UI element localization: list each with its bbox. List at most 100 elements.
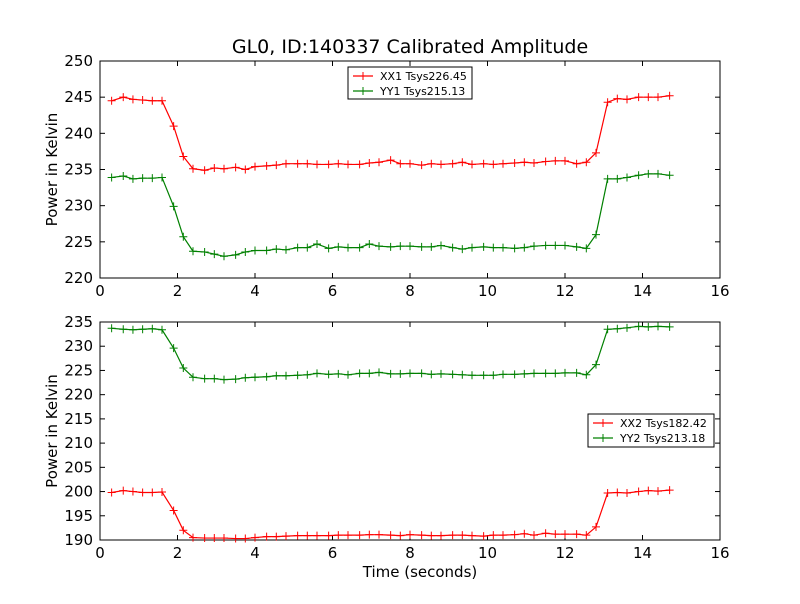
data-point-marker [489, 243, 498, 252]
data-point-marker [293, 159, 302, 168]
data-point-marker [272, 245, 281, 254]
data-point-marker [530, 242, 538, 251]
data-point-marker [572, 530, 581, 539]
data-point-marker [510, 370, 519, 379]
y-tick-label: 200 [64, 483, 93, 501]
data-point-marker [262, 161, 271, 170]
data-point-marker [437, 160, 445, 169]
data-point-marker [148, 96, 157, 105]
data-point-marker [313, 160, 321, 169]
data-point-marker [220, 534, 228, 543]
legend-marker [359, 72, 367, 80]
data-point-marker [541, 241, 550, 250]
data-point-marker [665, 171, 674, 180]
data-point-marker [510, 244, 519, 253]
data-point-marker [262, 532, 271, 541]
x-tick-label: 16 [710, 544, 729, 562]
data-point-marker [158, 96, 166, 105]
data-point-marker [158, 488, 166, 497]
data-point-marker [396, 531, 405, 540]
data-point-marker [592, 230, 600, 239]
data-point-marker [561, 241, 569, 250]
data-point-marker [282, 371, 290, 380]
data-point-marker [499, 370, 507, 379]
data-point-marker [375, 242, 383, 251]
legend-box [587, 413, 715, 448]
x-axis-label: Time (seconds) [362, 563, 478, 581]
data-point-marker [634, 93, 643, 102]
data-point-marker [468, 243, 476, 252]
data-point-marker [386, 369, 395, 378]
data-point-marker [644, 486, 653, 495]
data-point-marker [417, 369, 426, 378]
data-point-marker [448, 531, 457, 540]
data-point-marker [119, 172, 128, 181]
data-point-marker [510, 530, 519, 539]
data-point-marker [293, 371, 302, 380]
data-point-marker [365, 530, 374, 539]
data-point-marker [293, 243, 302, 252]
data-point-marker [551, 369, 560, 378]
data-point-marker [458, 158, 467, 167]
data-point-marker [665, 91, 674, 100]
data-point-marker [241, 373, 250, 382]
data-point-marker [592, 148, 600, 157]
data-point-marker [396, 242, 405, 251]
data-point-marker [107, 488, 116, 497]
data-point-marker [282, 159, 290, 168]
data-point-marker [623, 489, 631, 498]
data-point-marker [406, 369, 414, 378]
data-point-marker [107, 96, 116, 105]
data-point-marker [386, 242, 395, 251]
data-point-marker [324, 244, 333, 253]
data-point-marker [272, 532, 281, 541]
y-tick-label: 205 [64, 458, 93, 476]
data-point-marker [427, 242, 436, 251]
data-point-marker [530, 158, 538, 167]
data-point-marker [520, 529, 529, 538]
x-tick-label: 4 [250, 282, 260, 300]
data-point-marker [128, 174, 137, 183]
data-point-marker [592, 522, 600, 531]
data-point-marker [613, 324, 622, 333]
data-point-marker [479, 242, 488, 251]
data-point-marker [241, 534, 250, 543]
data-point-marker [572, 159, 581, 168]
data-point-marker [128, 325, 137, 334]
data-point-marker [189, 533, 197, 542]
data-point-marker [365, 369, 374, 378]
data-point-marker [119, 93, 128, 102]
data-point-marker [262, 372, 271, 381]
data-point-marker [644, 169, 653, 178]
data-point-marker [231, 534, 240, 543]
data-point-marker [210, 534, 219, 543]
data-point-marker [541, 369, 550, 378]
data-point-marker [272, 161, 281, 170]
data-point-marker [458, 245, 467, 254]
y-tick-label: 190 [64, 531, 93, 549]
x-tick-label: 12 [555, 544, 574, 562]
data-point-marker [572, 242, 581, 251]
data-point-marker [119, 325, 128, 334]
data-point-marker [417, 531, 426, 540]
data-point-marker [169, 344, 178, 353]
x-tick-label: 10 [478, 282, 497, 300]
series-xx2 [107, 486, 674, 543]
x-tick-label: 0 [95, 544, 105, 562]
data-point-marker [148, 174, 157, 183]
data-point-marker [427, 531, 436, 540]
data-point-marker [644, 93, 653, 102]
legend-label: YY1 Tsys215.13 [379, 85, 465, 98]
data-point-marker [603, 98, 612, 107]
y-tick-label: 240 [64, 124, 93, 142]
data-point-marker [128, 487, 137, 496]
data-point-marker [200, 247, 209, 256]
data-point-marker [634, 487, 643, 496]
data-point-marker [386, 531, 395, 540]
data-point-marker [200, 166, 209, 175]
data-point-marker [561, 156, 569, 165]
data-point-marker [355, 243, 364, 252]
legend: XX1 Tsys226.45 YY1 Tsys215.13 [347, 66, 473, 100]
data-point-marker [355, 369, 364, 378]
